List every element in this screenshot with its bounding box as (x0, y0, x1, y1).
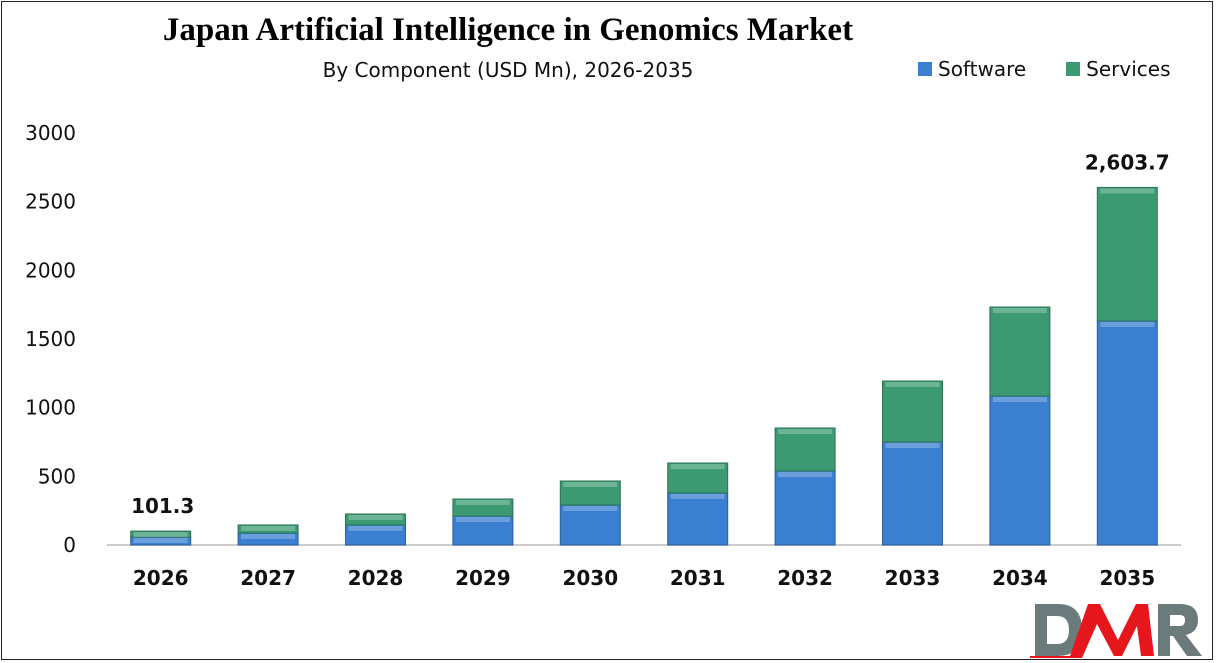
x-tick-label: 2031 (670, 566, 726, 590)
bar-software-2032 (774, 470, 836, 546)
bar-software-2031 (667, 492, 729, 546)
y-tick-label: 1000 (25, 396, 76, 420)
bar-software-2035 (1096, 320, 1158, 546)
x-tick-label: 2026 (133, 566, 189, 590)
bar-bevel (885, 382, 940, 388)
legend-swatch-services (1066, 62, 1081, 76)
x-tick-label: 2027 (240, 566, 296, 590)
bar-services-2026 (130, 530, 192, 538)
bar-bevel (455, 517, 510, 523)
y-tick-label: 3000 (25, 121, 76, 145)
bar-bevel (670, 493, 725, 499)
bar-services-2028 (345, 513, 406, 526)
dmr-logo (1030, 604, 1202, 658)
bar-bevel (241, 525, 296, 531)
y-tick-label: 2500 (25, 190, 76, 214)
bar-bevel (885, 443, 940, 448)
bar-bevel (455, 499, 510, 505)
bar-bevel (563, 506, 618, 512)
legend-swatch-software (918, 62, 932, 76)
x-tick-label: 2030 (562, 566, 618, 590)
x-tick-label: 2029 (455, 566, 511, 590)
bar-services-2034 (989, 306, 1051, 397)
bar-services-2032 (774, 427, 836, 472)
x-tick-label: 2034 (992, 566, 1048, 590)
y-tick-label: 500 (38, 464, 76, 488)
bar-bevel (1100, 188, 1155, 194)
bar-bevel (563, 482, 618, 488)
bar-bevel (133, 538, 188, 544)
bar-bevel (670, 464, 725, 470)
legend: Software Services (918, 57, 1171, 81)
x-tick-label: 2033 (885, 566, 941, 590)
legend-label-software: Software (938, 57, 1027, 81)
bar-software-2033 (882, 441, 943, 546)
y-tick-label: 2000 (25, 258, 76, 282)
chart-title: Japan Artificial Intelligence in Genomic… (162, 12, 854, 48)
x-tick-label: 2035 (1099, 566, 1155, 590)
bar-bevel (778, 428, 833, 434)
bar-services-2027 (237, 524, 299, 534)
bar-services-2035 (1096, 186, 1158, 322)
bar-bevel (992, 308, 1047, 314)
x-tick-label: 2028 (348, 566, 404, 590)
bar-bevel (241, 534, 296, 540)
bar-services-2031 (667, 462, 729, 494)
bar-bevel (992, 396, 1047, 402)
x-tick-label: 2032 (777, 566, 833, 590)
bar-software-2034 (989, 395, 1051, 546)
data-label: 2,603.7 (1085, 150, 1170, 174)
bar-software-2029 (452, 515, 514, 546)
bar-services-2029 (452, 498, 514, 517)
bar-services-2033 (882, 380, 943, 443)
bar-bevel (133, 532, 188, 538)
chart-subtitle: By Component (USD Mn), 2026-2035 (322, 58, 694, 82)
bar-bevel (348, 514, 403, 520)
legend-label-services: Services (1086, 57, 1171, 81)
legend-item-software: Software (918, 57, 1026, 81)
y-tick-label: 1500 (25, 327, 76, 351)
bar-services-2030 (559, 480, 621, 506)
legend-item-services: Services (1066, 57, 1171, 81)
data-label: 101.3 (131, 494, 194, 518)
bar-bevel (348, 525, 403, 531)
y-tick-label: 0 (63, 533, 76, 557)
bar-bevel (1100, 322, 1155, 328)
bar-software-2030 (559, 504, 621, 546)
bar-bevel (778, 471, 833, 477)
